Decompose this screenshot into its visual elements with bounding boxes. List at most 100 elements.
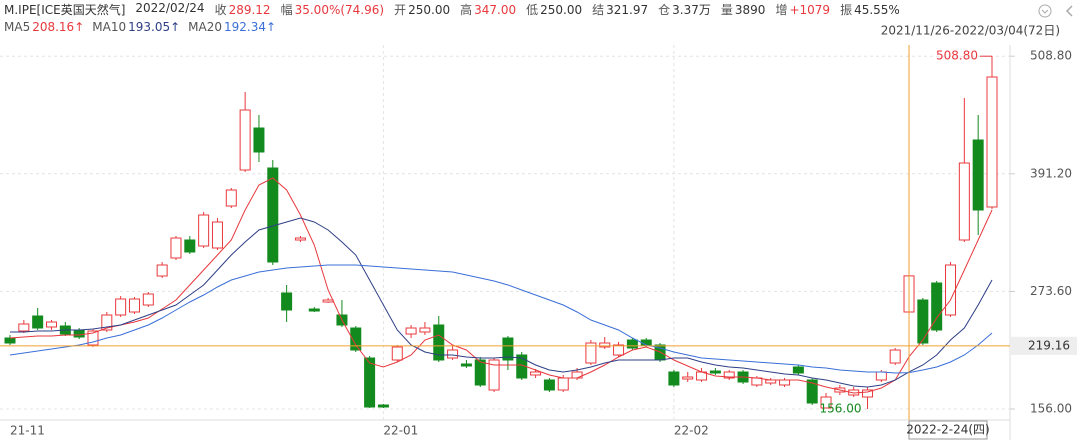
candle-body <box>294 237 306 241</box>
quote-item: 增 +1079 <box>775 1 830 18</box>
quote-value: 347.00 <box>474 3 517 17</box>
quote-header: M.IPE[ICE英国天然气] 2022/02/24 收 289.12 幅 35.00… <box>4 1 900 18</box>
quote-label: 高 <box>460 3 473 17</box>
candle-body <box>198 214 210 247</box>
candle-body <box>405 327 417 335</box>
candle-body <box>350 327 362 351</box>
legend-name: MA20 <box>188 20 222 34</box>
candle-body <box>281 292 293 311</box>
y-tick-label: 508.80 <box>1030 49 1072 63</box>
x-tick-label: 22-01 <box>383 424 418 438</box>
candle-body <box>585 342 597 364</box>
candle-body <box>530 371 542 376</box>
candle-body <box>239 109 251 171</box>
candle-body <box>945 264 957 316</box>
legend-item: MA5 208.16↑ <box>4 20 84 34</box>
quote-label: 收 <box>214 3 227 17</box>
quote-item: 开 250.00 <box>394 1 450 18</box>
candle-body <box>723 371 735 379</box>
quote-value: 289.12 <box>228 3 271 17</box>
legend-name: MA5 <box>4 20 31 34</box>
candle-body <box>668 371 680 386</box>
candle-body <box>931 282 943 331</box>
quote-value: +1079 <box>789 3 831 17</box>
candle-body <box>253 127 265 153</box>
quote-item: 结 321.97 <box>592 1 648 18</box>
candle-body <box>45 321 57 328</box>
candle-body <box>626 339 638 349</box>
candle-body <box>889 349 901 364</box>
quote-label: 低 <box>526 3 539 17</box>
collapse-icon[interactable] <box>1065 5 1073 17</box>
quote-item: 仓 3.37万 <box>658 1 711 18</box>
candle-body <box>184 239 196 253</box>
menu-icon-arrow <box>1041 9 1049 14</box>
candle-body <box>972 139 984 211</box>
candle-body <box>779 379 791 386</box>
candle-body <box>4 337 16 344</box>
max-label: 508.80 <box>936 49 978 63</box>
quote-item: 振 45.55% <box>840 1 900 18</box>
candle-body <box>806 379 818 404</box>
candle-body <box>391 346 403 361</box>
x-tick-label: 22-02 <box>674 424 709 438</box>
quote-item: 幅 35.00%(74.96) <box>281 1 385 18</box>
candle-body <box>115 298 127 316</box>
quote-value: 250.00 <box>408 3 451 17</box>
quote-item: 量 3890 <box>721 1 766 18</box>
ma-line <box>10 217 993 388</box>
candle-body <box>87 330 99 346</box>
candle-body <box>101 314 113 331</box>
candle-body <box>571 371 583 379</box>
quote-item: 收 289.12 <box>215 1 271 18</box>
candle-body <box>447 349 459 359</box>
candle-body <box>986 76 998 208</box>
candle-body <box>557 377 569 391</box>
crosshair-value-label: 219.16 <box>1028 338 1070 352</box>
candle-body <box>792 366 804 374</box>
quote-value: 3890 <box>734 3 766 17</box>
ma-line <box>9 177 993 394</box>
candle-body <box>128 298 140 313</box>
candle-body <box>751 377 763 386</box>
candle-body <box>18 323 30 332</box>
legend-value: 192.34↑ <box>223 20 277 34</box>
quote-item: 高 347.00 <box>460 1 516 18</box>
quote-value: 3.37万 <box>672 3 711 17</box>
candle-body <box>640 339 652 346</box>
candle-body <box>211 221 223 249</box>
menu-icon[interactable] <box>1038 4 1052 18</box>
legend-value: 193.05↑ <box>128 20 181 34</box>
quote-label: 结 <box>592 3 605 17</box>
min-label: 156.00 <box>820 402 862 416</box>
x-tick-label: 21-11 <box>10 424 45 438</box>
candle-body <box>709 370 721 374</box>
quote-value: 35.00%(74.96) <box>294 3 385 17</box>
candle-body <box>73 329 85 338</box>
crosshair-date-label: 2022-2-24(四) <box>906 423 989 437</box>
legend-name: MA10 <box>92 20 127 34</box>
candle-body <box>613 344 625 356</box>
legend-item: MA10 193.05↑ <box>92 20 180 34</box>
crosshair-value-box <box>1011 336 1077 355</box>
legend-item: MA20 192.34↑ <box>188 20 276 34</box>
quote-label: 振 <box>840 3 853 17</box>
quote-label: 仓 <box>658 3 671 17</box>
date: 2022/02/24 <box>135 1 205 15</box>
candle-body <box>377 404 389 408</box>
candle-body <box>267 167 279 263</box>
candle-body <box>433 324 445 361</box>
quote-value: 45.55% <box>854 3 900 17</box>
candle-body <box>862 389 874 398</box>
y-tick-label: 156.00 <box>1030 402 1072 416</box>
quote-label: 增 <box>775 3 788 17</box>
quote-label: 幅 <box>280 3 293 17</box>
quote-label: 开 <box>394 3 407 17</box>
range-label: 2021/11/26-2022/03/04(72日) <box>881 24 1060 38</box>
crosshair-date-box <box>908 420 988 440</box>
candle-body <box>225 189 237 207</box>
candle-body <box>460 363 472 367</box>
candle-body <box>308 308 320 312</box>
